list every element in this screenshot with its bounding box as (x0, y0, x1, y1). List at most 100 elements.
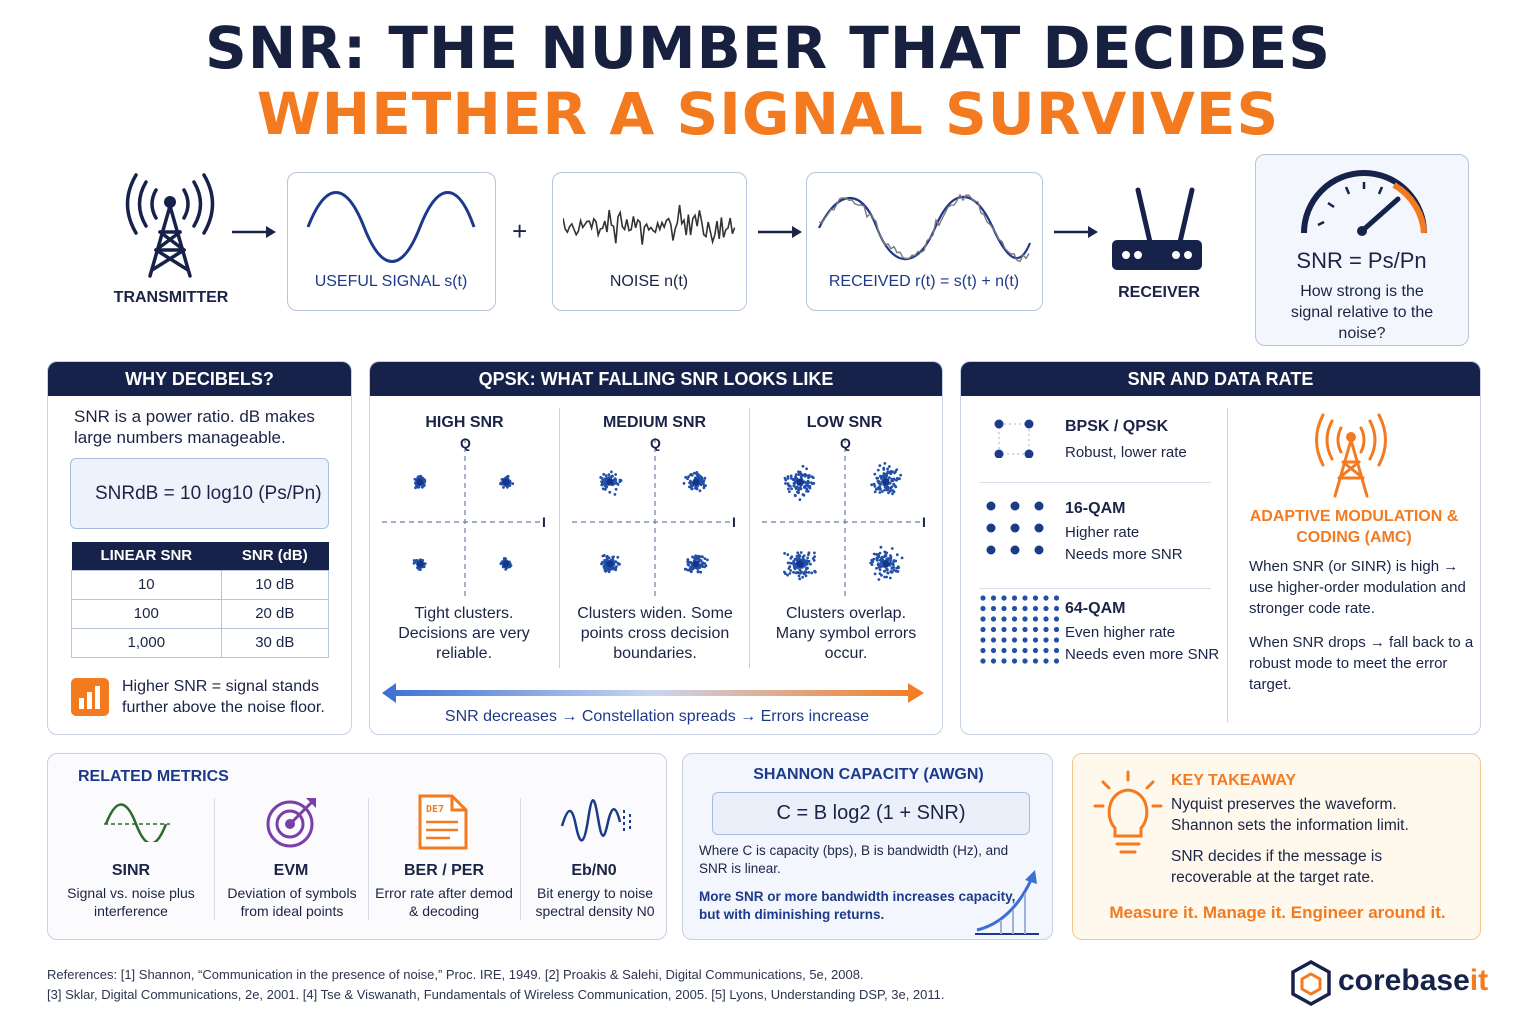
constellation-point (614, 560, 618, 564)
constellation-point (603, 488, 607, 491)
panel-caption-high: Tight clusters. Decisions are very relia… (398, 605, 530, 662)
shannon-formula: C = B log2 (1 + SNR) (776, 802, 966, 824)
modulation-desc-16qam-2: Needs more SNR (1065, 546, 1183, 563)
constellation-point (872, 482, 876, 486)
takeaway-text-1: Nyquist preserves the waveform. Shannon … (1171, 796, 1409, 834)
constellation-point (511, 482, 515, 485)
constellation-point (499, 481, 503, 485)
metric-desc-ebn0: Bit energy to noise spectral density N0 (535, 885, 655, 919)
table-row: 1,000 30 dB (71, 627, 330, 658)
constellation-point (792, 570, 795, 574)
references-line-2: [3] Sklar, Digital Communications, 2e, 2… (47, 987, 945, 1002)
constellation-point (604, 482, 608, 485)
constellation-point (880, 573, 883, 577)
qam-point (990, 647, 997, 654)
constellation-point (412, 561, 416, 565)
references-line-1: References: [1] Shannon, “Communication … (47, 967, 864, 982)
constellation-point (416, 485, 420, 489)
qam-point (1001, 626, 1007, 633)
qam-point (1032, 658, 1039, 664)
constellation-point (600, 480, 603, 483)
constellation-point (786, 573, 789, 577)
lightbulb-icon (1093, 770, 1163, 854)
constellation-point (795, 557, 798, 561)
capacity-curve-icon (975, 870, 1039, 935)
panel-caption-low: Clusters overlap. Many symbol errors occ… (775, 605, 917, 662)
constellation-point (891, 562, 895, 566)
constellation-point (602, 480, 606, 484)
table-cell: 10 (71, 569, 222, 600)
received-label: RECEIVED r(t) = s(t) + n(t) (828, 273, 1020, 290)
constellation-point (686, 568, 690, 572)
qam-point (990, 605, 997, 612)
constellation-point (605, 485, 609, 489)
symbol-center (796, 560, 804, 568)
constellation-point (792, 560, 795, 563)
constellation-point (607, 473, 611, 476)
qam-point (990, 595, 997, 601)
panel-title-low: LOW SNR (806, 414, 883, 431)
i-axis-label: I (922, 514, 926, 530)
constellation-point (805, 571, 808, 574)
energy-wave-icon (560, 799, 631, 842)
constellation-point (892, 490, 896, 494)
constellation-point (508, 484, 512, 487)
constellation-point (788, 484, 792, 488)
snr-definition-box: SNR = Ps/Pn How strong is the signal rel… (1255, 154, 1469, 346)
i-axis-label: I (542, 514, 546, 530)
snr-formula: SNR = Ps/Pn (1296, 248, 1427, 273)
qam-point (1011, 605, 1018, 612)
sine-wave-icon (306, 191, 476, 263)
constellation-point (614, 473, 617, 476)
modulation-desc-16qam-1: Higher rate (1065, 524, 1140, 541)
constellation-point (787, 487, 790, 491)
received-wave-icon (818, 193, 1032, 263)
metric-desc-ber: Error rate after demod & decoding (375, 885, 513, 919)
table-cell: 20 dB (220, 598, 330, 629)
qam-point (1053, 595, 1059, 601)
symbol-center (796, 478, 804, 486)
receiver-label: RECEIVER (1118, 284, 1200, 301)
qam-point (980, 637, 986, 643)
constellation-point (883, 462, 887, 465)
qam-point (1032, 595, 1039, 601)
constellation-point (789, 569, 793, 572)
constellation-point (879, 545, 883, 549)
brand-name: corebaseit (1338, 964, 1488, 998)
constellation-point (703, 562, 707, 565)
constellation-point (795, 485, 799, 489)
constellation-point (876, 556, 879, 560)
modulation-desc-bpsk: Robust, lower rate (1065, 444, 1187, 461)
constellation-point (879, 559, 882, 562)
qam-point (1034, 501, 1044, 511)
constellation-point (695, 471, 699, 474)
qam-point (1022, 658, 1028, 664)
constellation-point (790, 487, 793, 491)
qam-point (990, 658, 997, 664)
constellation-point (799, 551, 803, 554)
constellation-point (616, 561, 620, 565)
qam-point (1022, 647, 1028, 654)
qam-point (1043, 595, 1049, 601)
constellation-point (607, 476, 611, 480)
constellation-point (876, 558, 879, 562)
related-metrics-card: RELATED METRICS SINR Signal vs. noise pl… (47, 753, 667, 940)
constellation-point (873, 572, 877, 576)
qam-point (1022, 626, 1028, 633)
qam-point (1032, 647, 1039, 654)
why-decibels-card: WHY DECIBELS? SNR is a power ratio. dB m… (47, 361, 352, 735)
constellation-point (890, 479, 894, 483)
constellation-point (877, 481, 881, 485)
qam-point (1053, 605, 1059, 612)
constellation-point (614, 487, 618, 491)
constellation-point (885, 485, 889, 488)
qam-point (1053, 658, 1059, 664)
modulation-desc-64qam-1: Even higher rate (1065, 624, 1176, 641)
constellation-point (799, 475, 803, 479)
noise-wave-icon (563, 204, 736, 245)
constellation-point (892, 568, 896, 572)
constellation-point (894, 478, 898, 482)
qam-point (980, 616, 986, 622)
constellation-point (696, 474, 699, 478)
constellation-point (894, 485, 898, 489)
